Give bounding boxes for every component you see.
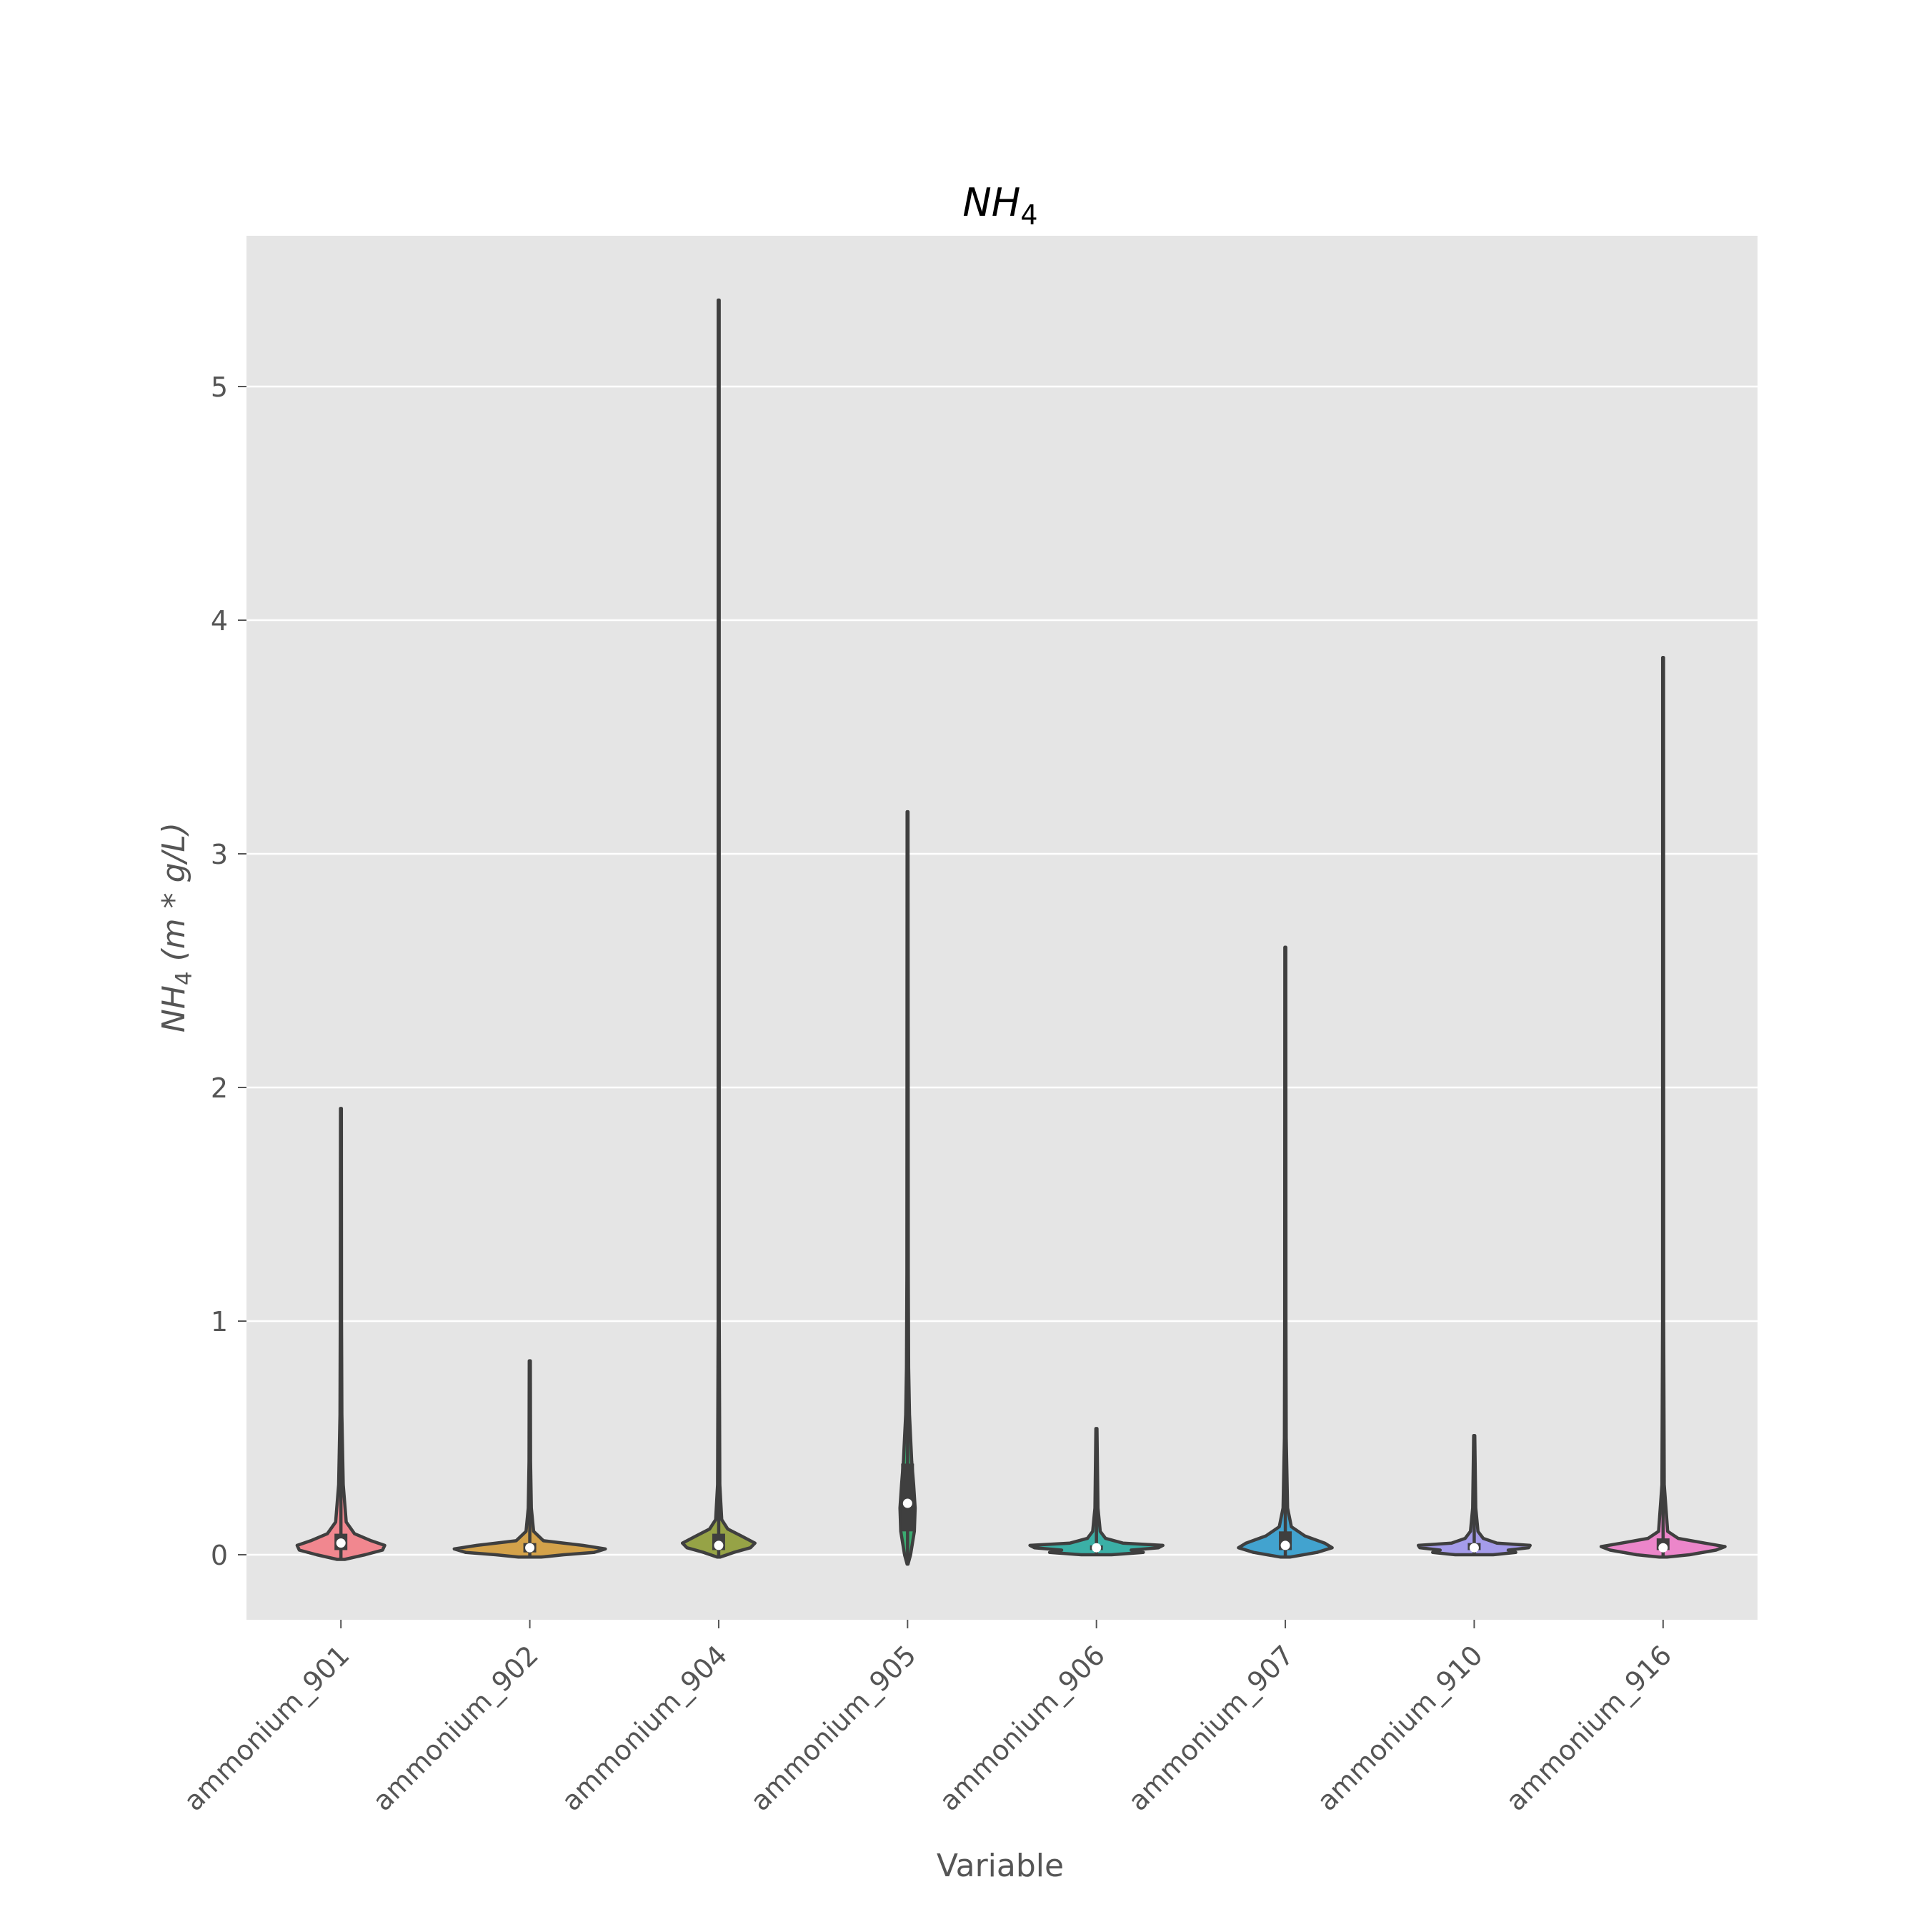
violin-median-dot xyxy=(1658,1543,1668,1553)
y-tick-label: 5 xyxy=(211,372,228,403)
violin-median-dot xyxy=(336,1538,346,1548)
chart-title: NH4 xyxy=(962,180,1037,231)
y-axis: 0 1 2 3 4 5 xyxy=(211,372,246,1571)
violin-median-dot xyxy=(714,1540,724,1550)
x-axis: ammonium_901 ammonium_902 ammonium_904 ammo… xyxy=(178,1620,1678,1817)
violin-median-dot xyxy=(1092,1543,1102,1553)
plot-background xyxy=(246,236,1758,1620)
y-tick-label: 1 xyxy=(211,1306,228,1338)
y-tick-label: 3 xyxy=(211,839,228,870)
x-tick-label: ammonium_906 xyxy=(933,1639,1111,1817)
x-tick-label: ammonium_901 xyxy=(178,1639,356,1817)
violin-median-dot xyxy=(1469,1543,1479,1553)
violin-iqr-box xyxy=(901,1463,914,1532)
x-tick-label: ammonium_910 xyxy=(1311,1639,1489,1817)
x-tick-label: ammonium_905 xyxy=(744,1639,922,1817)
violin-median-dot xyxy=(1280,1540,1290,1550)
x-tick-label: ammonium_916 xyxy=(1500,1639,1678,1817)
x-tick-label: ammonium_902 xyxy=(367,1639,544,1817)
y-axis-label-main: NH xyxy=(156,985,192,1032)
violins xyxy=(295,298,1727,1566)
x-axis-label: Variable xyxy=(937,1848,1064,1884)
y-axis-label-subscript: 4 xyxy=(171,971,197,985)
x-tick-label: ammonium_907 xyxy=(1122,1639,1300,1817)
violin-median-dot xyxy=(525,1543,535,1553)
y-tick-label: 0 xyxy=(211,1540,228,1571)
y-tick-label: 4 xyxy=(211,605,228,637)
y-tick-label: 2 xyxy=(211,1072,228,1104)
violin-median-dot xyxy=(902,1498,912,1508)
y-axis-label-unit: (m * g/L) xyxy=(156,822,192,971)
chart-title-subscript: 4 xyxy=(1020,199,1037,231)
y-axis-label: NH4 (m * g/L) xyxy=(156,822,197,1032)
chart-title-main: NH xyxy=(962,180,1020,225)
x-tick-label: ammonium_904 xyxy=(556,1639,734,1817)
